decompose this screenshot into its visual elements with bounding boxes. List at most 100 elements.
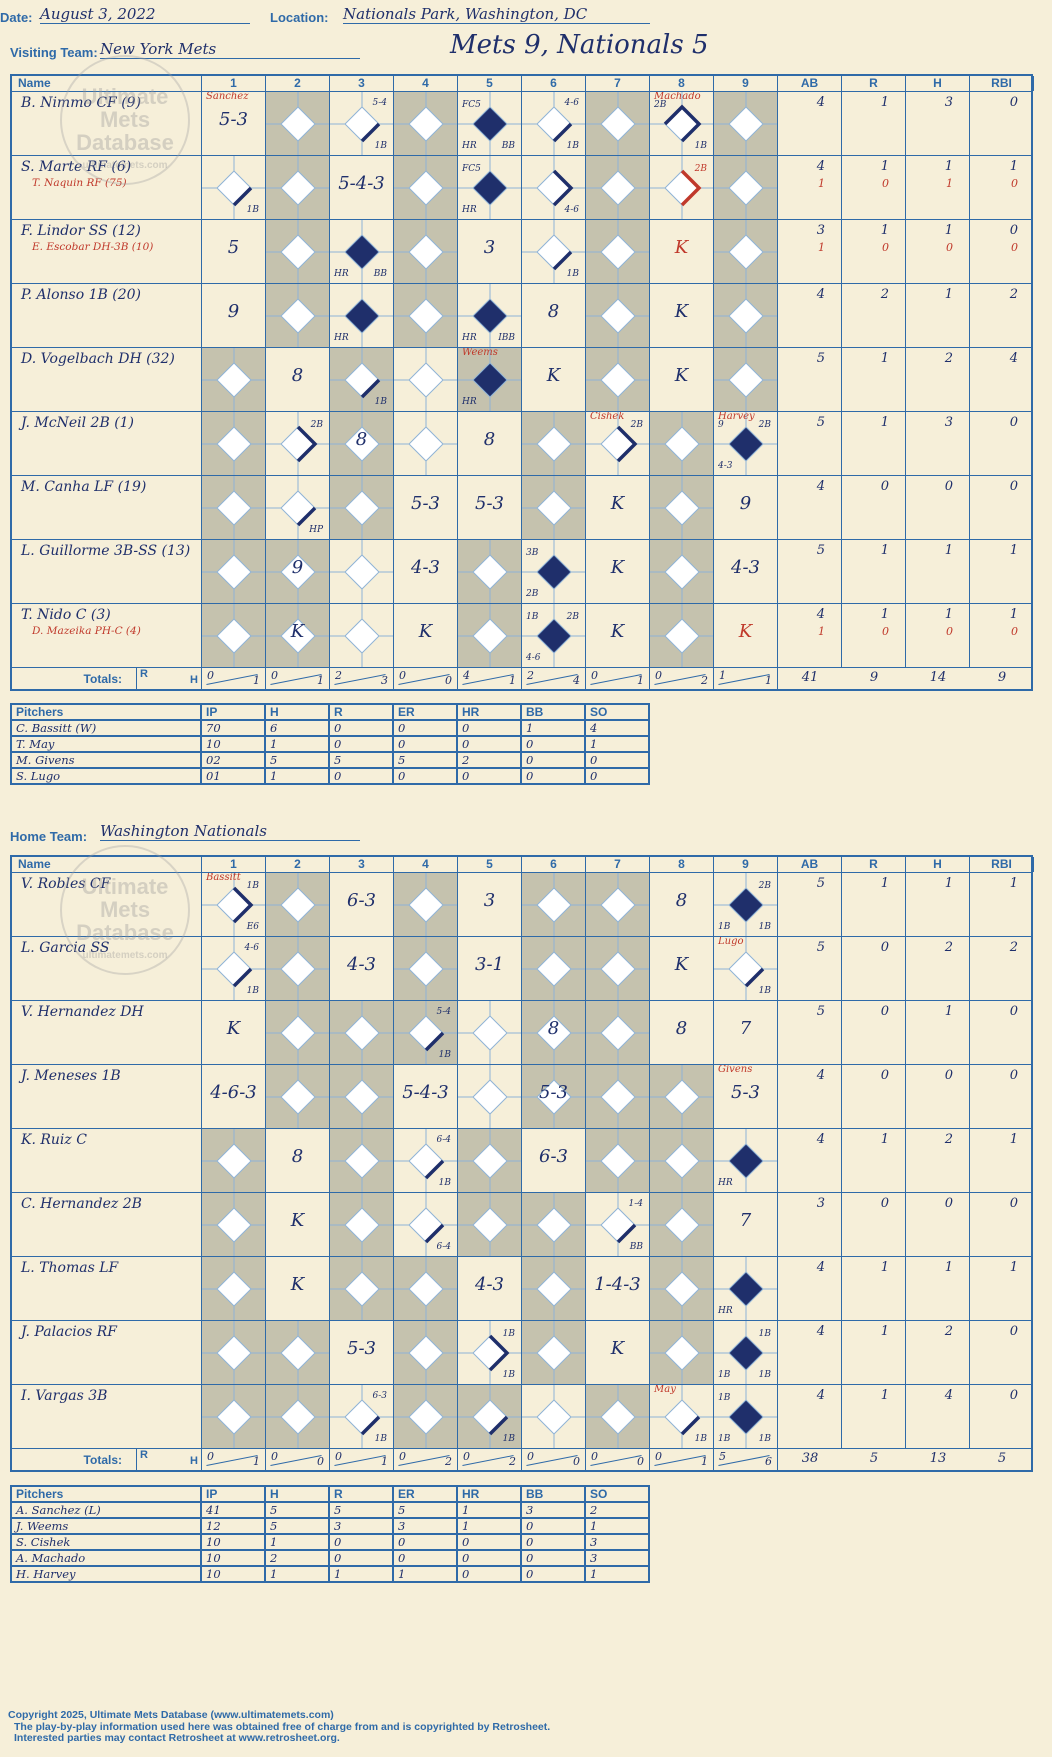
batter-row: J. McNeil 2B (1) 2B 8 8 Cishek 2B Harvey 9 2B 4-3… [12, 412, 1031, 476]
sub-stat-value: 0 [882, 625, 889, 638]
pitcher-stat: 1 [392, 1565, 458, 1583]
header-inning-6: 6 [522, 76, 586, 91]
pitching-header-cell: Pitchers [10, 1485, 202, 1503]
pitcher-stat: 0 [328, 767, 394, 785]
stat-r: 1 [842, 1257, 906, 1320]
base-diamond [202, 156, 265, 219]
base-diamond [266, 1321, 329, 1384]
stat-value: 0 [1009, 1196, 1018, 1211]
inning-runs: 4 [463, 669, 470, 682]
batter-row: L. Garcia SS 4-6 1B 4-3 3-1 K Lugo 1B 5 0 2 2 [12, 937, 1031, 1001]
inning-hits: 4 [573, 674, 580, 687]
inning-4-cell [394, 284, 458, 347]
play-result: 4-3 [347, 954, 376, 975]
base-diamond [522, 1065, 585, 1128]
pitching-header: Pitchers IP H R ER HR BB SO [10, 703, 650, 721]
header-inning-1: 1 [202, 857, 266, 872]
base-diamond [714, 92, 777, 155]
stat-ab: 5 [778, 873, 842, 936]
base-diamond [650, 1129, 713, 1192]
advance-note: 2B [758, 881, 771, 891]
inning-2-cell [266, 1001, 330, 1064]
pitcher-stat: 0 [328, 1549, 394, 1567]
location-value: Nationals Park, Washington, DC [343, 5, 650, 24]
play-result: K [290, 1274, 305, 1295]
pitching-header-cell: Pitchers [10, 703, 202, 721]
stat-value: 3 [816, 1196, 825, 1211]
advance-note: 1B [758, 1329, 771, 1339]
base-diamond [458, 156, 521, 219]
inning-4-cell [394, 1257, 458, 1320]
inning-2-cell [266, 1385, 330, 1448]
inning-1-cell [202, 1321, 266, 1384]
base-diamond [714, 220, 777, 283]
play-result: 5-3 [219, 109, 248, 130]
batter-row: T. Nido C (3) D. Mazeika PH-C (4) K K 1B 2B 4-… [12, 604, 1031, 668]
play-result: 8 [675, 890, 688, 911]
base-diamond [330, 412, 393, 475]
stat-value: 1 [880, 1324, 889, 1339]
inning-5-cell: 4-3 [458, 1257, 522, 1320]
pitcher-name: A. Sanchez (L) [10, 1501, 202, 1519]
header-inning-6: 6 [522, 857, 586, 872]
inning-3-cell: HR [330, 284, 394, 347]
pitcher-stat: 0 [456, 719, 522, 737]
inning-5-cell [458, 1001, 522, 1064]
base-diamond [458, 1129, 521, 1192]
base-diamond [522, 937, 585, 1000]
stat-ab: 5 [778, 412, 842, 475]
hit-note: HP [309, 525, 323, 535]
play-result: K [738, 621, 753, 642]
header-rbi: RBI [970, 857, 1034, 872]
pitcher-stat: 10 [200, 1565, 266, 1583]
stat-h: 1 [906, 284, 970, 347]
stat-ab: 5 [778, 348, 842, 411]
pitcher-stat: 10 [200, 1549, 266, 1567]
stat-value: 0 [1009, 1324, 1018, 1339]
stat-value: 1 [944, 287, 953, 302]
pitcher-stat: 3 [584, 1533, 650, 1551]
hit-note: BB [373, 269, 387, 279]
divider-slash [398, 1455, 450, 1466]
base-diamond [394, 1001, 457, 1064]
inning-runs: 0 [271, 669, 278, 682]
batter-name: C. Hernandez 2B [21, 1196, 142, 1212]
divider-slash [462, 674, 514, 685]
advance-note: 1B [718, 922, 731, 932]
advance-note: HR [462, 205, 477, 215]
inning-7-cell [586, 1001, 650, 1064]
inning-5-cell: 3 [458, 220, 522, 283]
inning-6-cell: 5-3 [522, 1065, 586, 1128]
base-diamond [586, 284, 649, 347]
inning-7-cell [586, 92, 650, 155]
inning-6-cell: 8 [522, 284, 586, 347]
base-diamond [650, 1321, 713, 1384]
divider-slash [462, 1455, 514, 1466]
pitcher-stat: 0 [392, 719, 458, 737]
fielding-note: 5-4 [436, 1007, 452, 1017]
pitcher-name: J. Weems [10, 1517, 202, 1535]
batter-name: M. Canha LF (19) [21, 479, 147, 495]
inning-3-cell: 6-3 [330, 873, 394, 936]
base-diamond [330, 1257, 393, 1320]
inning-5-cell: 3-1 [458, 937, 522, 1000]
base-diamond [650, 156, 713, 219]
divider-slash [590, 1455, 642, 1466]
play-result: 9 [739, 493, 752, 514]
batter-name-cell: P. Alonso 1B (20) [12, 284, 202, 347]
divider-slash [398, 674, 450, 685]
base-diamond [650, 1257, 713, 1320]
fielding-note: 5-4 [372, 98, 388, 108]
inning-1-cell [202, 1193, 266, 1256]
base-diamond [650, 476, 713, 539]
retrosheet-notice: The play-by-play information used here w… [14, 1720, 551, 1733]
pitcher-stat: 1 [456, 1517, 522, 1535]
pitcher-stat: 0 [392, 1549, 458, 1567]
pitching-header-cell: HR [456, 703, 522, 721]
base-diamond [330, 604, 393, 667]
stat-value: 1 [944, 1004, 953, 1019]
